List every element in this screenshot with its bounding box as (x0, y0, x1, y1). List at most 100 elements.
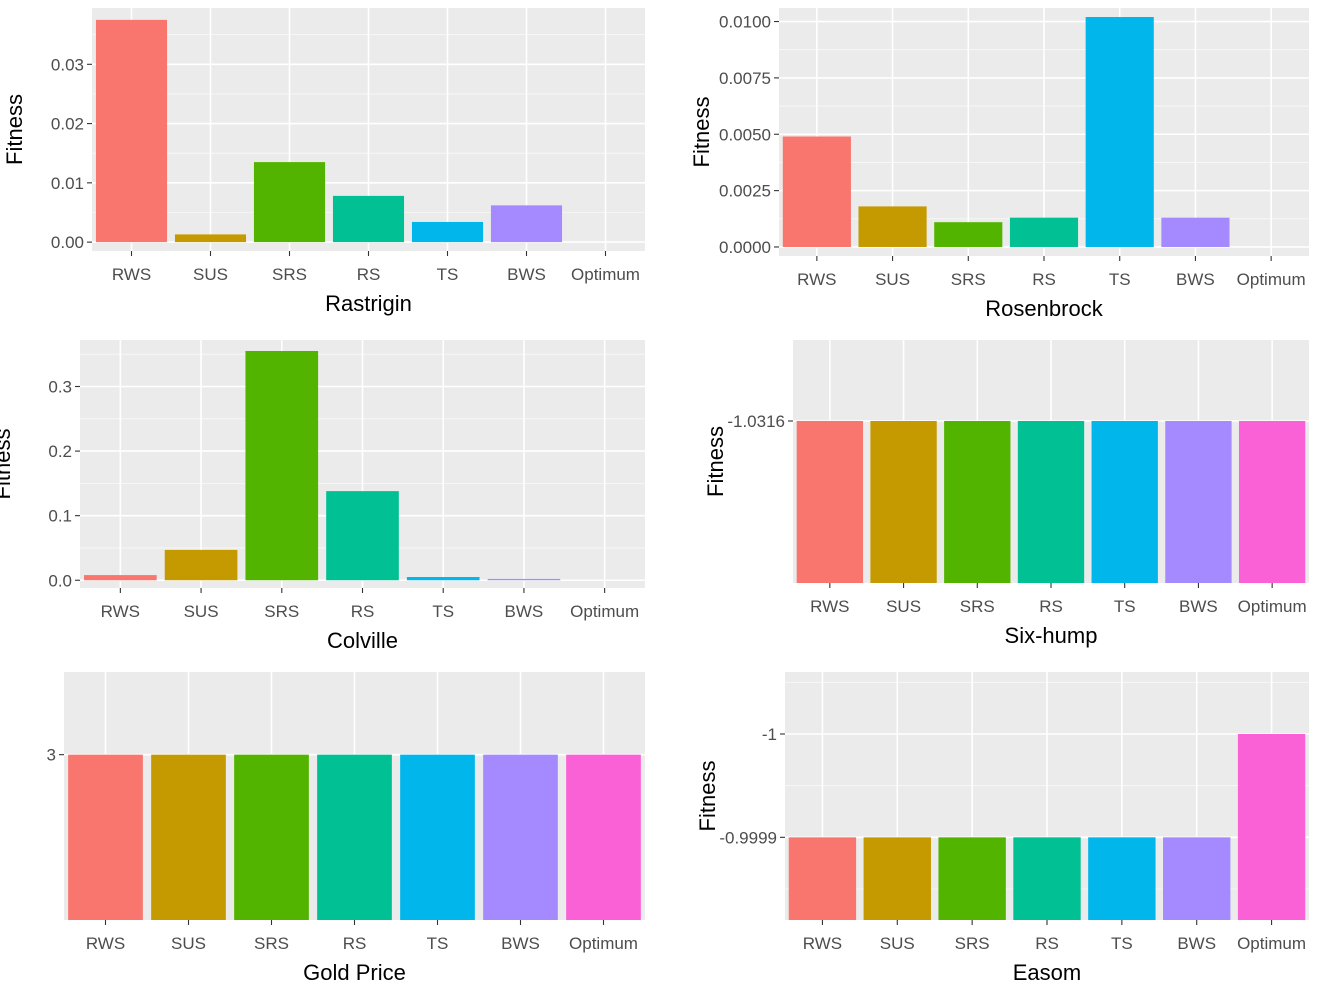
bar-ts (1088, 837, 1156, 920)
y-tick-label: 0.0050 (719, 125, 771, 144)
x-tick-label: SUS (193, 265, 228, 284)
y-tick-label: 0.0 (48, 571, 72, 590)
bar-srs (938, 837, 1006, 920)
x-tick-label: SRS (955, 934, 990, 953)
y-tick-label: -1 (762, 725, 777, 744)
x-tick-label: RWS (803, 934, 842, 953)
x-tick-label: RS (357, 265, 381, 284)
bar-ts (411, 221, 484, 243)
x-axis-title: Rosenbrock (985, 296, 1103, 321)
x-tick-label: Optimum (1237, 934, 1306, 953)
bar-ts (1091, 421, 1158, 583)
bar-rs (332, 195, 405, 243)
x-tick-label: RWS (810, 597, 849, 616)
bar-bws (1165, 421, 1232, 583)
x-tick-label: RS (1035, 934, 1059, 953)
bar-ts (1085, 17, 1154, 247)
bar-sus (151, 754, 226, 920)
y-axis-title: Fitness (695, 761, 720, 832)
bar-rs (1013, 837, 1081, 920)
x-tick-label: Optimum (1237, 270, 1306, 289)
bar-srs (253, 162, 326, 243)
x-tick-label: RS (1032, 270, 1056, 289)
y-axis-title: Fitness (2, 94, 27, 165)
bar-bws (1161, 217, 1230, 247)
bar-optimum (566, 754, 641, 920)
bar-srs (234, 754, 309, 920)
bar-sus (870, 421, 937, 583)
x-tick-label: BWS (1176, 270, 1215, 289)
y-tick-label: 0.03 (51, 55, 84, 74)
bar-rs (1017, 421, 1085, 583)
bar-ts (400, 754, 475, 920)
x-tick-label: BWS (507, 265, 546, 284)
y-tick-label: 0.01 (51, 174, 84, 193)
bar-optimum (1237, 734, 1306, 920)
y-tick-label: 0.00 (51, 233, 84, 252)
x-tick-label: SUS (886, 597, 921, 616)
y-tick-label: -0.9999 (719, 828, 777, 847)
x-tick-label: RS (351, 602, 375, 621)
y-axis-title: Fitness (689, 97, 714, 168)
bar-bws (1163, 837, 1231, 920)
x-axis-title: Gold Price (303, 960, 406, 985)
y-axis-title: Fitness (0, 429, 15, 500)
x-tick-label: RWS (112, 265, 151, 284)
y-tick-label: 0.0075 (719, 69, 771, 88)
x-tick-label: BWS (505, 602, 544, 621)
bar-sus (863, 837, 931, 920)
x-tick-label: SUS (880, 934, 915, 953)
x-tick-label: TS (1111, 934, 1133, 953)
y-tick-label: 0.0025 (719, 182, 771, 201)
bar-rs (1009, 217, 1079, 247)
bar-sus (164, 549, 238, 581)
x-tick-label: BWS (1177, 934, 1216, 953)
x-tick-label: SRS (254, 934, 289, 953)
chart-panel-3: 0.0 0.1 0.2 0.3 RWS SUS SRS RS TS BWS Optimum Colvi… (0, 340, 645, 653)
y-tick-label: 0.02 (51, 115, 84, 134)
x-tick-label: RWS (101, 602, 140, 621)
y-tick-label: 3 (47, 746, 56, 765)
bar-rws (84, 575, 157, 581)
x-tick-label: Optimum (571, 265, 640, 284)
chart-panel-6: -0.9999 -1 RWS SUS SRS RS TS BWS Optimum Easom Fit… (695, 672, 1309, 985)
y-tick-label: 0.0100 (719, 13, 771, 32)
x-axis-title: Six-hump (1005, 623, 1098, 648)
bar-rws (796, 421, 864, 583)
x-tick-label: TS (437, 265, 459, 284)
bar-srs (245, 350, 319, 581)
bar-srs (934, 222, 1003, 247)
bar-srs (944, 421, 1011, 583)
x-tick-label: BWS (501, 934, 540, 953)
bar-sus (858, 206, 927, 247)
bar-rws (68, 754, 143, 920)
bar-sus (174, 234, 247, 243)
bar-rs (317, 754, 392, 920)
x-tick-label: Optimum (569, 934, 638, 953)
bar-rws (782, 136, 851, 247)
x-tick-label: RWS (797, 270, 836, 289)
x-tick-label: RS (1039, 597, 1063, 616)
chart-panel-2: 0.0000 0.0025 0.0050 0.0075 0.0100 RWS SUS SRS R… (689, 8, 1309, 321)
x-tick-label: TS (1109, 270, 1131, 289)
chart-panel-1: 0.00 0.01 0.02 0.03 RWS SUS SRS RS TS BWS Optimum R… (2, 8, 645, 316)
bar-rws (95, 19, 168, 243)
bar-optimum (1238, 421, 1306, 583)
x-tick-label: Optimum (570, 602, 639, 621)
y-tick-label: 0.0000 (719, 238, 771, 257)
y-tick-label: 0.2 (48, 442, 72, 461)
x-tick-label: Optimum (1238, 597, 1307, 616)
x-tick-label: SUS (875, 270, 910, 289)
x-tick-label: SRS (272, 265, 307, 284)
x-tick-label: SUS (184, 602, 219, 621)
bar-bws (490, 205, 563, 243)
x-tick-label: SRS (264, 602, 299, 621)
x-axis-title: Rastrigin (325, 291, 412, 316)
x-tick-label: TS (1114, 597, 1136, 616)
x-axis-title: Easom (1013, 960, 1081, 985)
x-tick-label: SRS (960, 597, 995, 616)
bar-rws (788, 837, 857, 920)
y-tick-label: -1.0316 (727, 412, 785, 431)
bar-bws (483, 754, 558, 920)
